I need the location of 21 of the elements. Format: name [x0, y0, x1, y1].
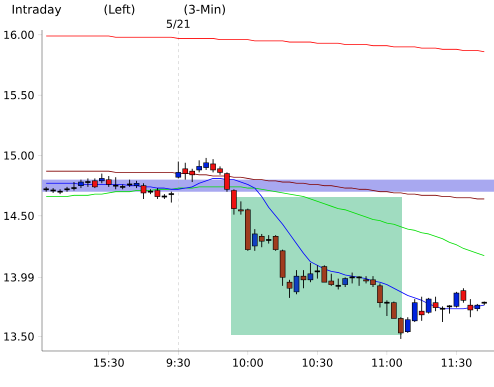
x-tick-label: 9:30: [166, 358, 190, 367]
x-tick-label: 11:30: [442, 358, 472, 367]
y-tick-label: 14.50: [4, 212, 34, 220]
candlestick: [168, 191, 174, 204]
candlestick: [336, 278, 341, 290]
y-tick-label: 13.50: [4, 332, 34, 341]
x-tick-label: 10:00: [233, 358, 263, 367]
x-tick-label: 11:00: [372, 358, 402, 367]
x-tick-label: 10:30: [302, 358, 332, 367]
x-tick-label: 15:30: [94, 358, 124, 367]
y-tick-label: 15.00: [4, 151, 34, 160]
chart-subtitle: (Left): [104, 4, 134, 16]
y-tick-label: 13.99: [4, 273, 34, 282]
candlestick: [224, 172, 230, 192]
chart-title: Intraday: [12, 4, 62, 16]
text: (3-Min): [184, 4, 225, 16]
candlestick: [231, 188, 237, 216]
ref-line-label: 5/21: [166, 20, 190, 29]
y-tick-label: 15.50: [4, 91, 34, 100]
candlestick: [342, 276, 348, 288]
y-tick-label: 16.00: [4, 30, 34, 39]
